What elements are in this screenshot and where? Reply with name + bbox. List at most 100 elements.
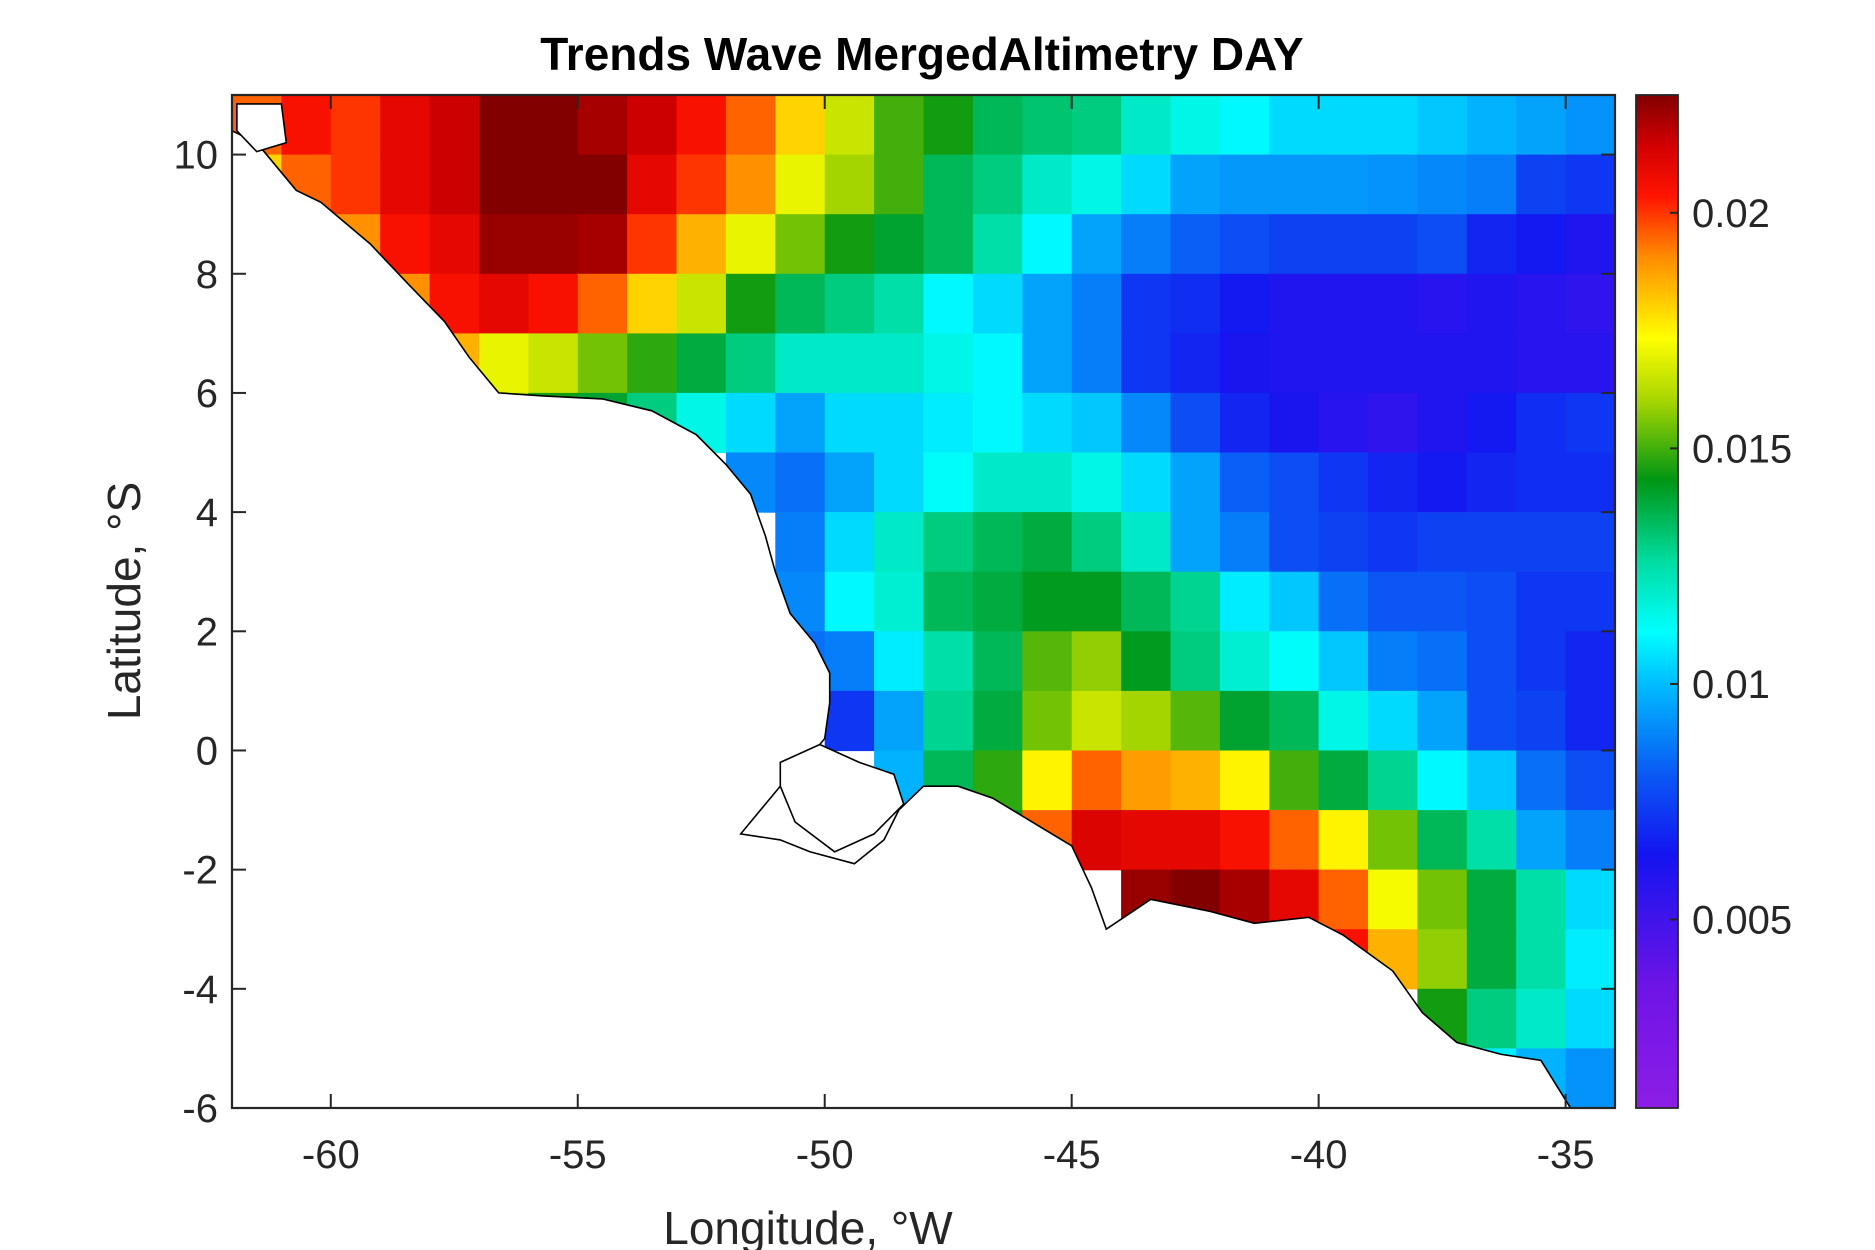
heatmap-cell xyxy=(1071,452,1122,513)
heatmap-cell xyxy=(775,392,826,454)
colorbar xyxy=(1635,94,1679,1109)
heatmap-cell xyxy=(1417,95,1468,156)
heatmap-cell xyxy=(874,452,925,513)
colorbar-tick-label: 0.01 xyxy=(1692,663,1770,707)
heatmap-cell xyxy=(972,392,1023,454)
heatmap-cell xyxy=(1071,333,1122,394)
heatmap-cell xyxy=(1417,214,1468,275)
heatmap-cell xyxy=(1022,273,1073,334)
heatmap-cell xyxy=(1071,154,1122,215)
heatmap-cell xyxy=(1318,512,1369,573)
heatmap-cell xyxy=(923,512,974,573)
heatmap-cell xyxy=(775,95,826,156)
colorbar-tick-label: 0.02 xyxy=(1692,192,1770,236)
heatmap-cell xyxy=(1121,392,1172,454)
heatmap-cell xyxy=(824,154,875,215)
heatmap-cell xyxy=(824,452,875,513)
heatmap-cell xyxy=(1417,810,1468,871)
heatmap-cell xyxy=(824,273,875,334)
heatmap-cell xyxy=(1466,631,1517,692)
heatmap-cell xyxy=(1022,214,1073,275)
heatmap-cell xyxy=(479,154,529,215)
heatmap-cell xyxy=(1565,571,1616,632)
heatmap-cell xyxy=(1516,810,1567,871)
heatmap-cell xyxy=(1219,512,1270,573)
heatmap-cell xyxy=(923,273,974,334)
heatmap-cell xyxy=(1170,273,1221,334)
heatmap-cell xyxy=(1417,154,1468,215)
heatmap-cell xyxy=(577,95,628,156)
heatmap-cell xyxy=(528,214,579,275)
heatmap-cell xyxy=(380,95,431,156)
heatmap-cell xyxy=(1565,95,1616,156)
heatmap-cell xyxy=(1121,690,1172,752)
heatmap-cell xyxy=(1121,512,1172,573)
trinidad-outline xyxy=(236,103,288,153)
heatmap-cell xyxy=(923,571,974,632)
heatmap-cell xyxy=(1071,392,1122,454)
heatmap-cell xyxy=(1121,750,1172,811)
heatmap-cell xyxy=(479,214,529,275)
y-tick-label: 2 xyxy=(196,610,218,654)
heatmap-cell xyxy=(1170,690,1221,752)
heatmap-cell xyxy=(676,333,727,394)
heatmap-cell xyxy=(1466,750,1517,811)
heatmap-cell xyxy=(1022,452,1073,513)
heatmap-cell xyxy=(1121,631,1172,692)
heatmap-cell xyxy=(874,154,925,215)
heatmap-cell xyxy=(874,214,925,275)
heatmap-cell xyxy=(1516,869,1567,930)
heatmap-cell xyxy=(1516,154,1567,215)
heatmap-cell xyxy=(725,214,776,275)
heatmap-cell xyxy=(1318,571,1369,632)
heatmap-cell xyxy=(1466,273,1517,334)
heatmap-cell xyxy=(1071,810,1122,871)
heatmap-cell xyxy=(725,154,776,215)
heatmap-cell xyxy=(627,273,678,334)
heatmap-cell xyxy=(1318,214,1369,275)
heatmap-cell xyxy=(923,95,974,156)
heatmap-cell xyxy=(824,95,875,156)
heatmap-cell xyxy=(1170,392,1221,454)
heatmap-cell xyxy=(972,95,1023,156)
heatmap-cell xyxy=(824,690,875,752)
heatmap-cell xyxy=(874,512,925,573)
heatmap-cell xyxy=(1318,690,1369,752)
chart-title: Trends Wave MergedAltimetry DAY xyxy=(540,28,1304,80)
island-outline xyxy=(779,743,905,853)
heatmap-cell xyxy=(1516,452,1567,513)
heatmap-cell xyxy=(627,214,678,275)
heatmap-cell xyxy=(1368,512,1418,573)
heatmap-cell xyxy=(1219,631,1270,692)
heatmap-cell xyxy=(1071,273,1122,334)
heatmap-cell xyxy=(1071,95,1122,156)
heatmap-cell xyxy=(1565,690,1616,752)
land-mask xyxy=(231,129,1572,1109)
heatmap-cell xyxy=(1269,95,1320,156)
heatmap-cell xyxy=(577,333,628,394)
heatmap-cell xyxy=(1565,929,1616,990)
y-tick-label: -6 xyxy=(182,1087,218,1131)
heatmap-cell xyxy=(1219,154,1270,215)
heatmap-cell xyxy=(330,154,381,215)
heatmap-cell xyxy=(1071,512,1122,573)
y-axis-title: Latitude, °S xyxy=(98,482,150,720)
heatmap-cell xyxy=(429,214,480,275)
heatmap-cell xyxy=(1368,154,1418,215)
heatmap-cell xyxy=(1318,810,1369,871)
heatmap-cell xyxy=(972,631,1023,692)
heatmap-cell xyxy=(1121,810,1172,871)
heatmap-cell xyxy=(1121,571,1172,632)
heatmap-cell xyxy=(676,95,727,156)
heatmap-cell xyxy=(923,452,974,513)
heatmap-cell xyxy=(1565,154,1616,215)
heatmap-cell xyxy=(1170,333,1221,394)
heatmap-cell xyxy=(874,690,925,752)
heatmap-cell xyxy=(874,95,925,156)
heatmap-cell xyxy=(1170,154,1221,215)
heatmap-cell xyxy=(775,452,826,513)
heatmap-cell xyxy=(972,690,1023,752)
heatmap-cell xyxy=(1318,750,1369,811)
heatmap-cell xyxy=(1466,869,1517,930)
y-tick-label: -4 xyxy=(182,968,218,1012)
